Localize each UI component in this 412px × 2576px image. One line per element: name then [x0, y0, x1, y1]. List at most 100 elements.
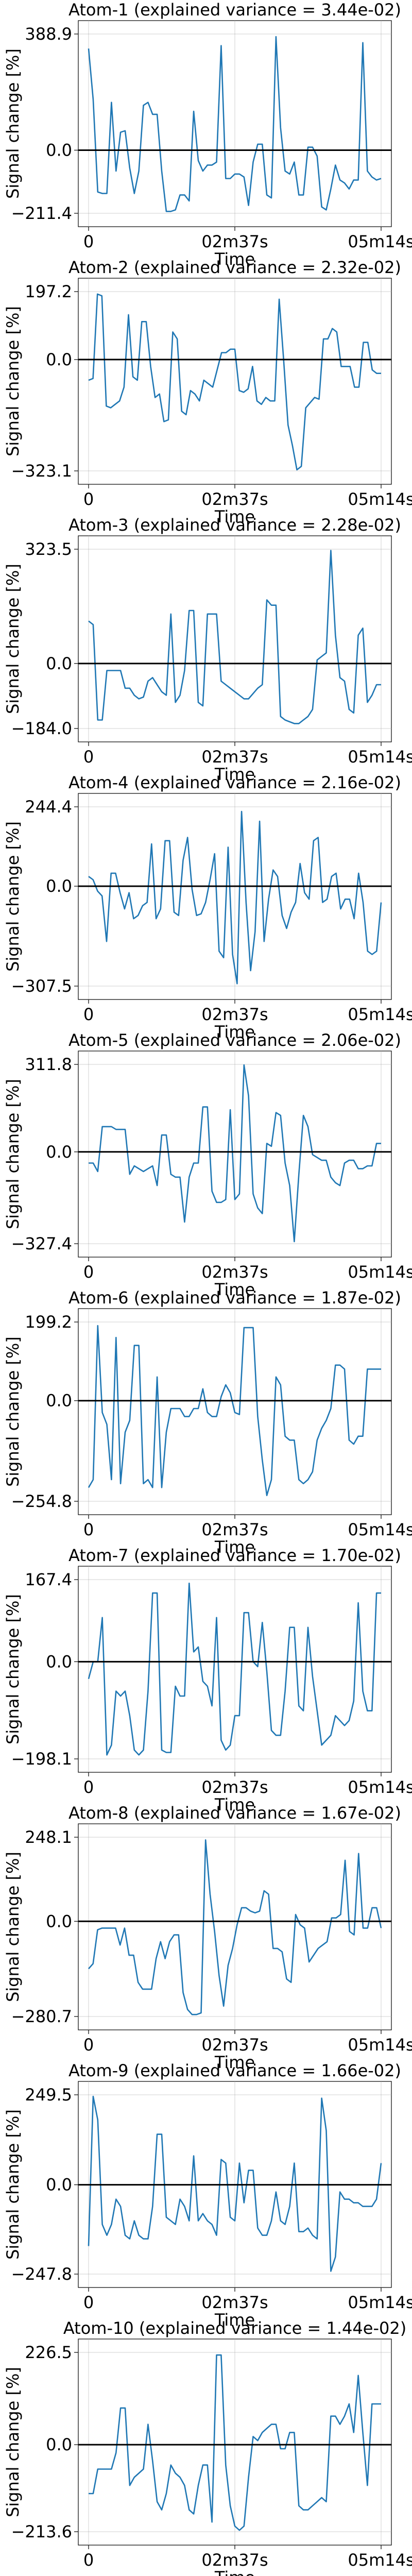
x-axis-label: Time — [214, 1537, 255, 1557]
y-tick-label: 0.0 — [46, 140, 72, 160]
y-tick-label: 311.8 — [25, 1055, 72, 1074]
x-tick-label: 02m37s — [201, 1520, 268, 1539]
y-axis-label: Signal change [%] — [3, 564, 23, 714]
y-tick-label: −254.8 — [11, 1492, 72, 1511]
chart-panel-2: 197.2 0.0 −323.1 0 02m37s 05m14s Atom-2 (expla… — [3, 258, 412, 527]
x-axis-label: Time — [214, 249, 255, 269]
x-axis-label: Time — [214, 2310, 255, 2330]
series-line — [88, 1839, 382, 2015]
chart-title: Atom-3 (explained variance = 2.28e-02) — [68, 515, 401, 535]
x-tick-label: 0 — [83, 2293, 94, 2312]
y-tick-label: 226.5 — [25, 2343, 72, 2362]
x-tick-label: 02m37s — [201, 2035, 268, 2055]
chart-panel-9: 249.5 0.0 −247.8 0 02m37s 05m14s Atom-9 (expla… — [3, 2061, 412, 2330]
chart-title: Atom-2 (explained variance = 2.32e-02) — [68, 258, 401, 277]
chart-panel-6: 199.2 0.0 −254.8 0 02m37s 05m14s Atom-6 (expla… — [3, 1288, 412, 1557]
x-axis-label: Time — [214, 1280, 255, 1299]
x-tick-label: 0 — [83, 1777, 94, 1797]
y-tick-label: 197.2 — [25, 282, 72, 301]
y-tick-label: −211.4 — [11, 204, 72, 223]
x-tick-label: 02m37s — [201, 747, 268, 767]
series-line — [88, 1582, 381, 1756]
x-tick-label: 05m14s — [348, 1777, 412, 1797]
chart-title: Atom-8 (explained variance = 1.67e-02) — [68, 1803, 401, 1823]
x-tick-label: 0 — [83, 232, 94, 251]
chart-panel-5: 311.8 0.0 −327.4 0 02m37s 05m14s Atom-5 (expla… — [3, 1030, 412, 1299]
y-tick-label: 244.4 — [25, 797, 72, 817]
x-tick-label: 05m14s — [348, 2293, 412, 2312]
x-tick-label: 02m37s — [201, 1262, 268, 1282]
series-line — [88, 810, 382, 985]
x-tick-label: 02m37s — [201, 232, 268, 251]
chart-title: Atom-5 (explained variance = 2.06e-02) — [68, 1030, 401, 1050]
x-axis-label: Time — [214, 2053, 255, 2072]
y-tick-label: −213.6 — [11, 2522, 72, 2541]
x-tick-label: 0 — [83, 2035, 94, 2055]
chart-panel-1: 388.9 0.0 −211.4 0 02m37s 05m14s Atom-1 (expla… — [3, 0, 412, 269]
y-tick-label: 323.5 — [25, 539, 72, 559]
x-tick-label: 05m14s — [348, 1262, 412, 1282]
chart-panel-4: 244.4 0.0 −307.5 0 02m37s 05m14s Atom-4 (expla… — [3, 773, 412, 1042]
y-tick-label: 167.4 — [25, 1570, 72, 1589]
y-tick-label: 0.0 — [46, 2435, 72, 2454]
chart-title: Atom-1 (explained variance = 3.44e-02) — [68, 0, 401, 20]
chart-panel-10: 226.5 0.0 −213.6 0 02m37s 05m14s Atom-10 (expl… — [3, 2318, 412, 2576]
series-line — [89, 1064, 381, 1243]
y-axis-label: Signal change [%] — [3, 1336, 23, 1487]
x-tick-label: 02m37s — [201, 2550, 268, 2570]
x-tick-label: 0 — [83, 1520, 94, 1539]
chart-panel-8: 248.1 0.0 −280.7 0 02m37s 05m14s Atom-8 (expla… — [3, 1803, 412, 2072]
y-tick-label: 0.0 — [46, 1391, 72, 1411]
chart-title: Atom-4 (explained variance = 2.16e-02) — [68, 773, 401, 792]
series-line — [89, 2354, 381, 2531]
x-tick-label: 02m37s — [201, 1777, 268, 1797]
x-tick-label: 0 — [83, 747, 94, 767]
x-axis-label: Time — [214, 765, 255, 784]
y-axis-label: Signal change [%] — [3, 1079, 23, 1229]
series-line — [88, 293, 381, 471]
y-axis-label: Signal change [%] — [3, 2109, 23, 2260]
y-tick-label: 0.0 — [46, 1652, 72, 1671]
y-tick-label: −198.1 — [11, 1749, 72, 1769]
y-tick-label: −327.4 — [11, 1234, 72, 1253]
y-tick-label: −323.1 — [11, 461, 72, 481]
x-tick-label: 05m14s — [348, 232, 412, 251]
y-tick-label: −184.0 — [11, 719, 72, 738]
y-axis-label: Signal change [%] — [3, 1852, 23, 2002]
x-tick-label: 05m14s — [348, 747, 412, 767]
chart-panel-3: 323.5 0.0 −184.0 0 02m37s 05m14s Atom-3 (expla… — [3, 515, 412, 784]
x-axis-label: Time — [214, 507, 255, 527]
y-tick-label: 249.5 — [25, 2085, 72, 2105]
y-tick-label: 0.0 — [46, 876, 72, 896]
chart-title: Atom-9 (explained variance = 1.66e-02) — [68, 2061, 401, 2080]
y-tick-label: 199.2 — [25, 1312, 72, 1332]
y-tick-label: 0.0 — [46, 1142, 72, 1162]
x-tick-label: 05m14s — [348, 489, 412, 509]
x-axis-label: Time — [214, 2568, 255, 2576]
y-axis-label: Signal change [%] — [3, 306, 23, 456]
y-tick-label: 0.0 — [46, 654, 72, 673]
x-tick-label: 0 — [83, 1262, 94, 1282]
y-axis-label: Signal change [%] — [3, 48, 23, 199]
y-tick-label: 248.1 — [25, 1827, 72, 1847]
x-axis-label: Time — [214, 1795, 255, 1815]
x-tick-label: 05m14s — [348, 1005, 412, 1024]
series-line — [88, 2095, 382, 2272]
y-tick-label: 0.0 — [46, 1911, 72, 1931]
x-tick-label: 02m37s — [201, 2293, 268, 2312]
y-axis-label: Signal change [%] — [3, 1594, 23, 1744]
chart-title: Atom-7 (explained variance = 1.70e-02) — [68, 1546, 401, 1565]
y-tick-label: −280.7 — [11, 2007, 72, 2026]
y-axis-label: Signal change [%] — [3, 821, 23, 972]
series-line — [88, 550, 381, 724]
x-tick-label: 0 — [83, 1005, 94, 1024]
x-tick-label: 02m37s — [201, 489, 268, 509]
y-tick-label: 0.0 — [46, 350, 72, 369]
x-tick-label: 02m37s — [201, 1005, 268, 1024]
series-line — [88, 36, 382, 212]
x-tick-label: 05m14s — [348, 2550, 412, 2570]
y-tick-label: 0.0 — [46, 2175, 72, 2195]
chart-title: Atom-6 (explained variance = 1.87e-02) — [68, 1288, 401, 1308]
x-tick-label: 05m14s — [348, 1520, 412, 1539]
